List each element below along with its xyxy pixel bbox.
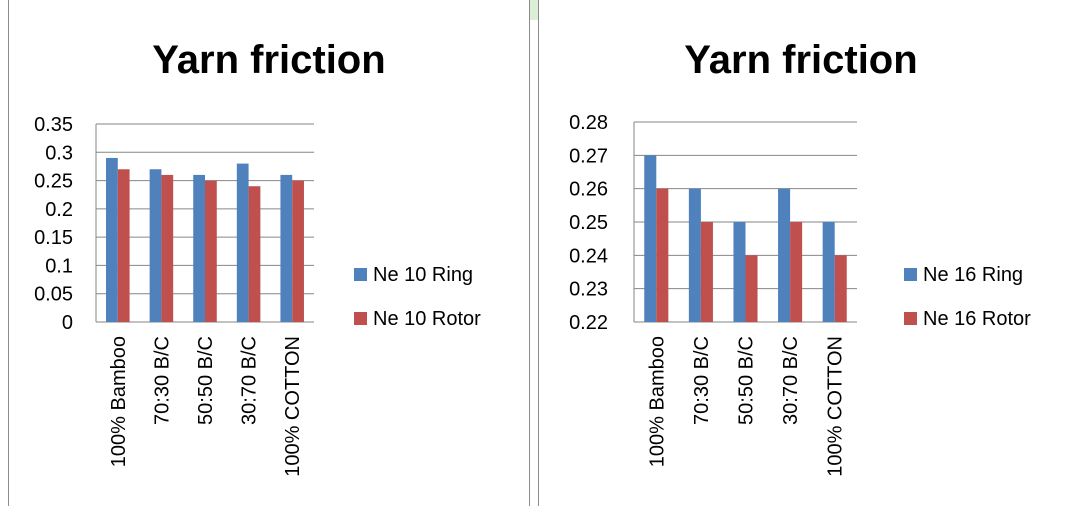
y-tick-label: 0 [62, 312, 73, 334]
bar-rotor [117, 169, 130, 322]
legend-swatch [354, 312, 367, 325]
bar-ring [778, 188, 791, 322]
bar-ring [149, 169, 162, 322]
bar-ring [106, 157, 118, 322]
category-label: 70:30 B/C [151, 336, 173, 425]
y-tick-label: 0.2 [45, 199, 73, 221]
y-tick-label: 0.25 [569, 212, 608, 234]
y-tick-label: 0.23 [569, 279, 608, 301]
bar-rotor [745, 255, 758, 322]
chart-panel-left: Yarn friction 0.35 0.3 0.25 0.2 0.15 0.1 0.05 0 1… [8, 0, 530, 506]
y-tick-label: 0.1 [45, 255, 73, 277]
y-tick-label: 0.28 [569, 112, 608, 134]
category-label: 70:30 B/C [691, 336, 713, 425]
bar-rotor [834, 255, 847, 322]
bar-rotor [656, 188, 669, 322]
bar-ring [644, 155, 657, 322]
category-label: 100% Bamboo [108, 336, 130, 467]
chart-ne10: Yarn friction 0.35 0.3 0.25 0.2 0.15 0.1 0.05 0 1… [34, 38, 481, 477]
y-tick-label: 0.15 [34, 227, 73, 249]
y-tick-label: 0.05 [34, 284, 73, 306]
category-label: 50:50 B/C [195, 336, 217, 425]
bar-rotor [292, 180, 304, 322]
bar-rotor [161, 174, 174, 322]
y-tick-label: 0.27 [569, 145, 608, 167]
legend-label: Ne 10 Ring [373, 264, 473, 286]
legend-label: Ne 10 Rotor [373, 308, 481, 330]
y-tick-label: 0.26 [569, 179, 608, 201]
category-label: 100% COTTON [282, 336, 304, 477]
y-tick-label: 0.35 [34, 114, 73, 136]
bar-ring [193, 174, 205, 322]
legend-swatch [904, 312, 917, 325]
bar-ring [236, 163, 249, 322]
bar-ring [822, 222, 835, 322]
bar-ring [688, 188, 701, 322]
bar-ring [733, 222, 746, 322]
y-tick-label: 0.22 [569, 312, 608, 334]
category-label: 100% Bamboo [646, 336, 668, 467]
y-tick-label: 0.25 [34, 171, 73, 193]
legend-label: Ne 16 Ring [923, 264, 1023, 286]
category-label: 30:70 B/C [239, 336, 261, 425]
legend-swatch [904, 268, 917, 281]
chart-ne16: Yarn friction 0.28 0.27 0.26 0.25 0.24 0.23 0.2… [569, 38, 1031, 477]
bar-ring [280, 174, 293, 322]
chart-title: Yarn friction [684, 38, 917, 82]
category-label: 30:70 B/C [780, 336, 802, 425]
bar-rotor [790, 222, 803, 322]
chart-title: Yarn friction [152, 38, 385, 82]
y-tick-label: 0.3 [45, 142, 73, 164]
bar-rotor [248, 186, 261, 322]
legend-label: Ne 16 Rotor [923, 308, 1031, 330]
bar-rotor [700, 222, 713, 322]
y-tick-label: 0.24 [569, 245, 608, 267]
category-label: 100% COTTON [825, 336, 847, 477]
category-label: 50:50 B/C [736, 336, 758, 425]
bar-rotor [205, 180, 217, 322]
legend-swatch [354, 268, 367, 281]
chart-panel-right: Yarn friction 0.28 0.27 0.26 0.25 0.24 0.23 0.2… [538, 0, 1069, 506]
